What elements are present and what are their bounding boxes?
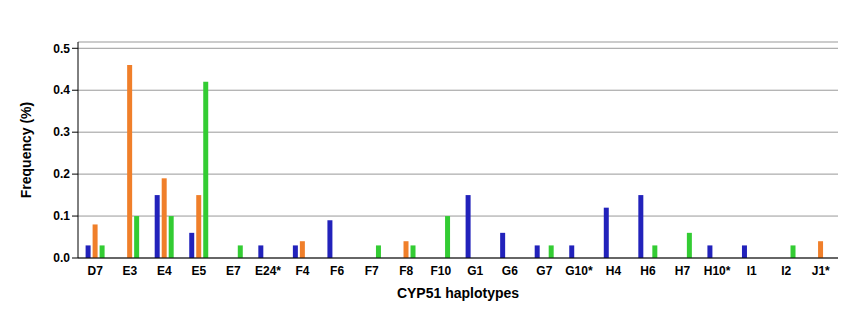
svg-text:H10*: H10* — [704, 264, 731, 278]
svg-text:0.2: 0.2 — [53, 167, 70, 181]
svg-text:D7: D7 — [88, 264, 104, 278]
svg-text:F10: F10 — [430, 264, 451, 278]
svg-text:H4: H4 — [606, 264, 622, 278]
svg-text:E24*: E24* — [255, 264, 281, 278]
svg-text:J1*: J1* — [812, 264, 830, 278]
svg-text:E5: E5 — [192, 264, 207, 278]
svg-text:F4: F4 — [296, 264, 310, 278]
svg-text:0.3: 0.3 — [53, 125, 70, 139]
svg-text:G7: G7 — [536, 264, 552, 278]
svg-text:H7: H7 — [675, 264, 691, 278]
svg-text:I2: I2 — [781, 264, 791, 278]
svg-text:E3: E3 — [122, 264, 137, 278]
svg-text:G1: G1 — [467, 264, 483, 278]
svg-text:CYP51 haplotypes: CYP51 haplotypes — [397, 285, 519, 301]
svg-text:0.0: 0.0 — [53, 251, 70, 265]
svg-text:I1: I1 — [747, 264, 757, 278]
svg-text:0.1: 0.1 — [53, 209, 70, 223]
svg-text:F8: F8 — [399, 264, 413, 278]
svg-text:Frequency (%): Frequency (%) — [18, 102, 34, 198]
svg-text:H6: H6 — [640, 264, 656, 278]
svg-text:G10*: G10* — [565, 264, 593, 278]
svg-text:E4: E4 — [157, 264, 172, 278]
svg-text:E7: E7 — [226, 264, 241, 278]
svg-text:0.4: 0.4 — [53, 83, 70, 97]
svg-text:F7: F7 — [365, 264, 379, 278]
svg-text:0.5: 0.5 — [53, 42, 70, 56]
svg-text:G6: G6 — [502, 264, 518, 278]
svg-text:F6: F6 — [330, 264, 344, 278]
